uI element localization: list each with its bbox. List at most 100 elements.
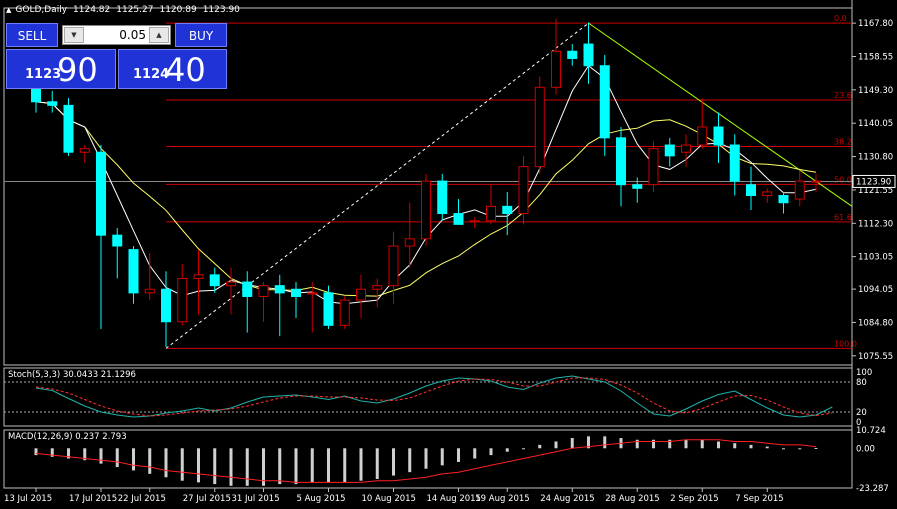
- macd-pane-frame: [3, 429, 853, 489]
- candle-body: [502, 205, 513, 215]
- macd-histogram-bar: [749, 444, 753, 449]
- price-tick-label: 1149.30: [858, 86, 893, 96]
- fib-level-label: 100.0: [834, 339, 857, 348]
- candle-body: [177, 277, 188, 323]
- macd-signal-line: [35, 439, 817, 483]
- current-price-label: 1123.90: [856, 177, 891, 187]
- lot-size-value[interactable]: 0.05: [119, 28, 146, 42]
- candle-body: [583, 43, 594, 67]
- candle-body: [112, 234, 123, 247]
- candle-body: [453, 213, 464, 225]
- macd-histogram-bar: [213, 448, 217, 485]
- macd-histogram-bar: [83, 448, 87, 461]
- chart-header: ▲ GOLD,Daily 1124.82 1125.27 1120.89 1123.90: [6, 5, 240, 15]
- candle-body: [258, 285, 269, 297]
- macd-histogram-bar: [327, 448, 330, 483]
- macd-histogram-bar: [164, 448, 168, 478]
- macd-histogram-bar: [652, 439, 655, 449]
- candle-body: [632, 184, 643, 189]
- stoch-tick-label: 0: [856, 418, 861, 428]
- candle-body: [372, 285, 383, 290]
- candle-body: [437, 180, 448, 215]
- buy-price-button[interactable]: 1124 40: [118, 49, 227, 89]
- macd-histogram-bar: [197, 448, 200, 483]
- candle-body: [729, 144, 740, 182]
- candle-body: [63, 104, 74, 153]
- candle-body: [746, 184, 756, 197]
- candle-body: [697, 126, 708, 146]
- time-tick-label: 5 Aug 2015: [297, 494, 346, 504]
- sell-price-major: 1123: [25, 67, 62, 82]
- candle-body: [79, 148, 90, 153]
- stoch-main-line: [35, 375, 833, 418]
- close-value: 1123.90: [202, 5, 240, 15]
- macd-histogram-bar: [67, 448, 70, 459]
- sell-button[interactable]: SELL: [6, 23, 58, 47]
- candle-body: [356, 288, 366, 301]
- macd-histogram-bar: [814, 447, 818, 449]
- macd-histogram-bar: [798, 448, 802, 450]
- candle-body: [713, 126, 724, 146]
- time-tick-label: 19 Aug 2015: [475, 494, 529, 504]
- candle-body: [794, 180, 805, 200]
- macd-histogram-bar: [635, 439, 639, 449]
- fib-level-label: 0.0: [834, 14, 847, 23]
- candle-body: [144, 288, 155, 294]
- macd-title: MACD(12,26,9) 0.237 2.793: [8, 432, 127, 442]
- open-value: 1124.82: [73, 5, 111, 15]
- macd-histogram-bar: [132, 448, 135, 471]
- candle-body: [681, 144, 691, 153]
- macd-histogram-bar: [310, 448, 314, 483]
- macd-histogram-bar: [359, 448, 363, 481]
- macd-histogram-bar: [99, 448, 103, 464]
- lot-size-input[interactable]: ▼ 0.05 ▲: [62, 25, 171, 45]
- low-value: 1120.89: [159, 5, 197, 15]
- macd-histogram-bar: [603, 436, 607, 449]
- macd-histogram-bar: [343, 448, 347, 483]
- macd-histogram-bar: [50, 448, 54, 457]
- price-tick-label: 1140.05: [858, 119, 893, 129]
- candle-body: [161, 288, 171, 323]
- time-tick-label: 28 Aug 2015: [605, 494, 659, 504]
- stoch-tick-label: 80: [856, 378, 867, 388]
- price-tick-label: 1112.30: [858, 219, 893, 229]
- macd-histogram-bar: [505, 448, 509, 452]
- lot-increase-icon[interactable]: ▲: [149, 27, 169, 43]
- candle-body: [664, 144, 675, 157]
- macd-histogram-bar: [262, 448, 265, 486]
- candle-body: [307, 292, 318, 295]
- candle-body: [551, 50, 561, 88]
- fib-level-label: 38.2: [834, 137, 852, 146]
- current-price-tag: [852, 174, 896, 188]
- macd-histogram-bar: [587, 436, 590, 449]
- collapse-arrow-icon[interactable]: ▲: [6, 6, 12, 14]
- candle-body: [291, 288, 301, 297]
- time-tick-label: 22 Jul 2015: [118, 494, 166, 504]
- symbol-label: GOLD,Daily: [15, 5, 68, 15]
- fib-level-label: 23.6: [834, 91, 852, 100]
- high-value: 1125.27: [116, 5, 154, 15]
- macd-histogram-bar: [733, 443, 737, 449]
- time-tick-label: 31 Jul 2015: [232, 494, 280, 504]
- macd-histogram-bar: [457, 448, 460, 462]
- macd-tick-label: 10.724: [856, 426, 886, 436]
- buy-button[interactable]: BUY: [175, 23, 227, 47]
- buy-price-minor: 40: [165, 51, 206, 89]
- price-tick-label: 1103.05: [858, 253, 893, 263]
- time-tick-label: 2 Sep 2015: [670, 494, 718, 504]
- trend-line: [588, 22, 853, 207]
- macd-histogram-bar: [538, 444, 542, 449]
- lot-decrease-icon[interactable]: ▼: [64, 27, 84, 43]
- candle-body: [96, 151, 106, 236]
- stoch-tick-label: 20: [856, 408, 867, 418]
- candle-body: [274, 285, 285, 294]
- candle-body: [762, 191, 773, 197]
- candle-body: [567, 50, 578, 59]
- candle-body: [616, 137, 626, 186]
- macd-tick-label: 0.00: [856, 444, 875, 454]
- macd-histogram-bar: [570, 438, 574, 449]
- stoch-signal-line: [35, 377, 833, 417]
- sell-price-button[interactable]: 1123 90: [6, 49, 116, 89]
- time-tick-label: 17 Jul 2015: [69, 494, 117, 504]
